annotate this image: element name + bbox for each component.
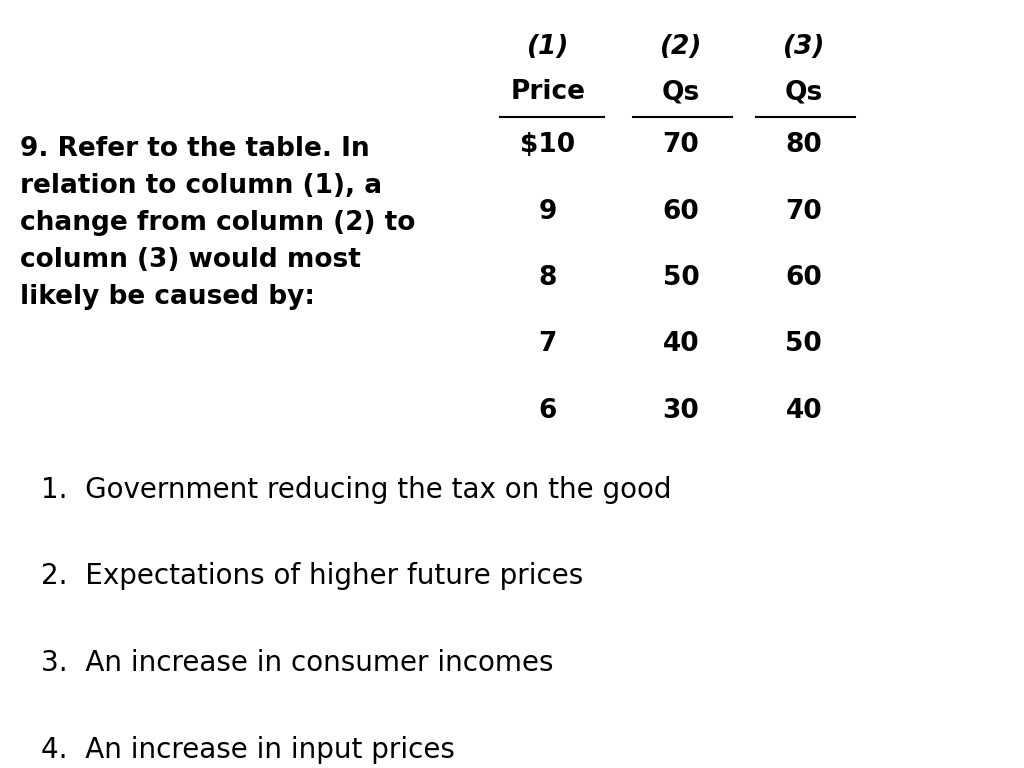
Text: 3.  An increase in consumer incomes: 3. An increase in consumer incomes	[41, 649, 553, 677]
Text: 80: 80	[785, 132, 822, 158]
Text: $10: $10	[520, 132, 575, 158]
Text: 50: 50	[663, 265, 699, 291]
Text: 60: 60	[663, 198, 699, 224]
Text: (2): (2)	[659, 34, 702, 60]
Text: 4.  An increase in input prices: 4. An increase in input prices	[41, 736, 455, 764]
Text: 70: 70	[663, 132, 699, 158]
Text: 40: 40	[663, 331, 699, 357]
Text: 9. Refer to the table. In
relation to column (1), a
change from column (2) to
co: 9. Refer to the table. In relation to co…	[20, 136, 416, 310]
Text: 8: 8	[539, 265, 557, 291]
Text: 50: 50	[785, 331, 822, 357]
Text: Qs: Qs	[662, 79, 700, 105]
Text: Qs: Qs	[784, 79, 823, 105]
Text: (1): (1)	[526, 34, 569, 60]
Text: 2.  Expectations of higher future prices: 2. Expectations of higher future prices	[41, 562, 584, 591]
Text: 70: 70	[785, 198, 822, 224]
Text: 7: 7	[539, 331, 557, 357]
Text: 60: 60	[785, 265, 822, 291]
Text: (3): (3)	[782, 34, 825, 60]
Text: 1.  Government reducing the tax on the good: 1. Government reducing the tax on the go…	[41, 475, 672, 504]
Text: 6: 6	[539, 398, 557, 424]
Text: 40: 40	[785, 398, 822, 424]
Text: 9: 9	[539, 198, 557, 224]
Text: 30: 30	[663, 398, 699, 424]
Text: Price: Price	[510, 79, 586, 105]
